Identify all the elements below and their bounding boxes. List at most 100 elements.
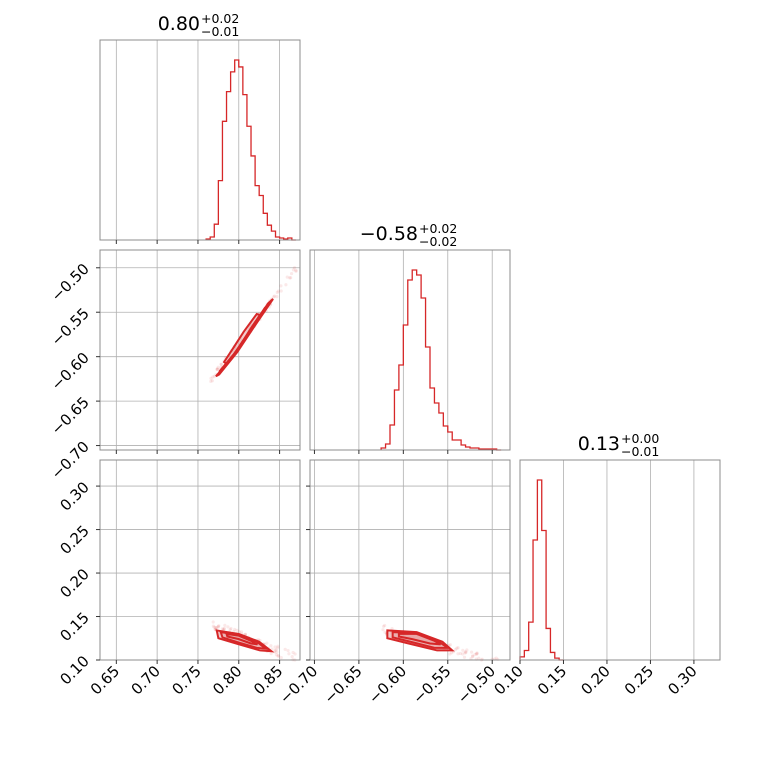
- panel-pair-0-2-grid: [100, 460, 300, 661]
- x-tick-label-3: −0.55: [409, 662, 454, 707]
- sample-point: [275, 290, 279, 295]
- title-param-0-minus: −0.01: [201, 24, 239, 39]
- title-param-1-minus: −0.02: [419, 234, 457, 249]
- panel-hist-1-ticks: [313, 450, 493, 454]
- sample-point: [289, 271, 294, 276]
- sample-point: [276, 644, 280, 648]
- sample-point: [289, 276, 293, 280]
- sample-point: [216, 365, 220, 369]
- contour-level-2: [386, 629, 455, 652]
- sample-point: [274, 653, 279, 657]
- sample-point: [294, 268, 298, 272]
- sample-point: [219, 362, 224, 367]
- panel-pair-0-2: 0.65 0.70 0.75 0.80 0.850.100.150.200.250.30: [56, 459, 301, 698]
- sample-point: [279, 284, 283, 288]
- sample-point: [285, 275, 289, 279]
- panel-hist-1-frame: [309, 249, 511, 451]
- histogram-param-1: [380, 269, 502, 451]
- panel-pair-1-2-frame: [309, 459, 511, 661]
- panel-hist-0-ticks: [115, 240, 281, 244]
- sample-point: [276, 289, 280, 293]
- sample-point: [464, 650, 468, 654]
- x-tick-label-2: 0.75: [168, 662, 204, 698]
- sample-point: [390, 626, 394, 631]
- sample-point: [223, 623, 227, 627]
- sample-point: [214, 626, 218, 630]
- contour-fill-2: [226, 633, 258, 645]
- sample-point: [469, 650, 474, 654]
- sample-point: [291, 650, 295, 655]
- sample-point: [461, 652, 465, 656]
- sample-point: [212, 625, 216, 629]
- sample-point: [275, 295, 279, 299]
- sample-point: [471, 654, 475, 658]
- title-param-1-median: −0.58: [360, 223, 418, 245]
- sample-point: [209, 379, 213, 383]
- panel-pair-0-2-frame: [99, 459, 301, 661]
- y-tick-label-3: 0.25: [56, 522, 92, 558]
- sample-point: [475, 652, 479, 656]
- sample-point: [211, 620, 215, 624]
- sample-point: [383, 630, 387, 634]
- y-tick-label-0: 0.10: [56, 652, 92, 688]
- y-tick-label-0: −0.70: [48, 438, 93, 483]
- sample-point: [288, 276, 292, 280]
- sample-point: [453, 648, 457, 652]
- contour-level-2: [215, 629, 275, 653]
- x-tick-label-0: 0.10: [490, 662, 526, 698]
- sample-point: [210, 379, 214, 383]
- sample-point: [474, 652, 479, 656]
- sample-point: [272, 294, 277, 298]
- sample-point: [469, 656, 473, 661]
- sample-point: [494, 656, 498, 660]
- y-tick-label-1: 0.15: [56, 609, 92, 645]
- panel-pair-0-1-grid: [100, 250, 300, 450]
- sample-point: [215, 367, 219, 371]
- sample-point: [463, 651, 467, 655]
- y-tick-label-2: 0.20: [56, 565, 92, 601]
- sample-point: [222, 626, 227, 631]
- sample-point: [233, 627, 237, 632]
- sample-point: [216, 625, 220, 629]
- sample-point: [287, 652, 291, 656]
- sample-point: [211, 375, 215, 379]
- y-tick-label-2: −0.60: [48, 349, 93, 394]
- histogram-param-2: [519, 479, 564, 661]
- sample-point: [383, 623, 387, 628]
- sample-point: [215, 367, 219, 372]
- sample-point: [286, 648, 290, 653]
- sample-point: [214, 625, 218, 630]
- sample-point: [455, 646, 459, 650]
- sample-point: [477, 656, 481, 660]
- sample-point: [277, 654, 281, 658]
- sample-point: [290, 655, 294, 659]
- panel-pair-0-1-contours: [215, 298, 274, 378]
- x-tick-label-0: −0.70: [276, 662, 321, 707]
- panel-hist-2: 0.10 0.15 0.20 0.25 0.30 0.13 +0.00 −0.01: [490, 431, 721, 698]
- sample-point: [237, 630, 241, 634]
- x-tick-label-1: 0.70: [128, 662, 164, 698]
- panel-pair-0-2-contours: [215, 629, 275, 653]
- sample-point: [274, 648, 278, 652]
- sample-point: [222, 627, 226, 631]
- sample-point: [458, 651, 462, 656]
- sample-point: [265, 641, 269, 645]
- sample-point: [473, 652, 477, 657]
- x-tick-label-2: 0.20: [577, 662, 613, 698]
- sample-point: [219, 362, 223, 366]
- sample-point: [229, 626, 233, 631]
- sample-point: [381, 628, 385, 632]
- panel-hist-0: 0.80 +0.02 −0.01: [99, 11, 301, 244]
- y-tick-label-4: 0.30: [56, 478, 92, 514]
- sample-point: [211, 624, 215, 628]
- sample-point: [284, 283, 288, 287]
- sample-point: [475, 651, 479, 655]
- sample-point: [239, 630, 244, 634]
- title-param-1-plus: +0.02: [419, 221, 457, 236]
- panel-pair-1-2: −0.70 −0.65 −0.60 −0.55 −0.50: [276, 459, 511, 707]
- panel-pair-0-1: −0.70−0.65−0.60−0.55−0.50: [48, 249, 301, 483]
- title-param-0-median: 0.80: [158, 13, 200, 35]
- sample-point: [450, 651, 454, 655]
- panel-pair-1-2-ticks: −0.70 −0.65 −0.60 −0.55 −0.50: [276, 485, 499, 707]
- contour-level-2: [215, 298, 274, 378]
